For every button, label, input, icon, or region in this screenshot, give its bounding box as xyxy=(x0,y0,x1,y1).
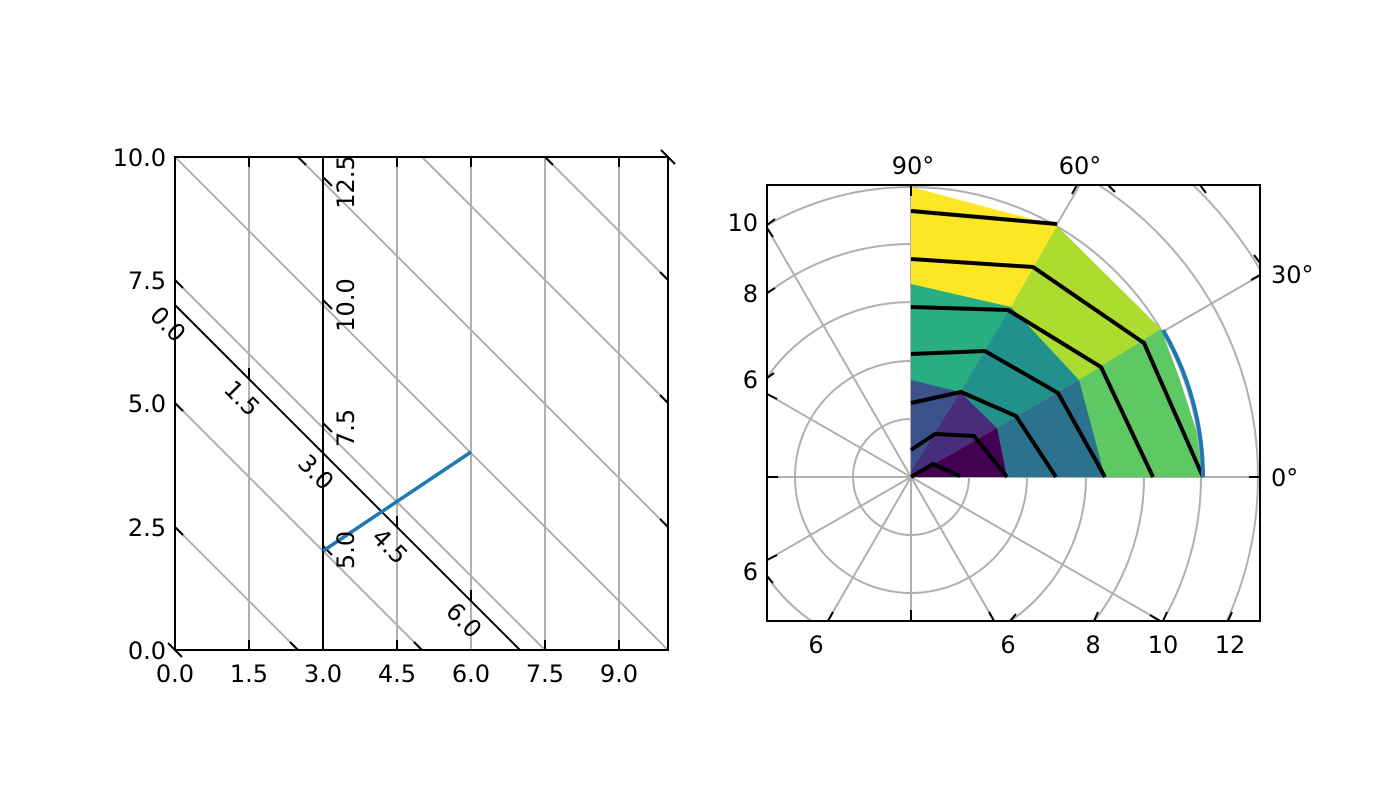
vline-label: 10.0 xyxy=(332,278,360,331)
theta-label: 30° xyxy=(1271,261,1314,289)
filled-contours-top xyxy=(911,187,1203,477)
left-frame-ticks xyxy=(167,149,676,658)
theta-labels: 90° 60° 30° 0° xyxy=(892,152,1314,492)
vline-label: 7.5 xyxy=(332,409,360,447)
vline-label: 5.0 xyxy=(332,531,360,569)
x-tick-label: 4.5 xyxy=(378,660,416,688)
x-tick-label: 0.0 xyxy=(156,660,194,688)
r-label: 6 xyxy=(808,631,823,659)
x-tick-label: 6.0 xyxy=(452,660,490,688)
left-grid xyxy=(175,157,668,650)
left-y-tick-labels: 0.0 2.5 5.0 7.5 10.0 xyxy=(113,144,166,665)
vertical-axis-ticks xyxy=(322,176,333,556)
r-label: 12 xyxy=(1215,631,1246,659)
radial-labels-left: 10 8 6 6 xyxy=(727,209,758,586)
r-label: 10 xyxy=(1148,631,1179,659)
y-tick-label: 0.0 xyxy=(128,637,166,665)
y-tick-label: 5.0 xyxy=(128,390,166,418)
data-line xyxy=(322,450,472,553)
polar-axes: 90° 60° 30° 0° 10 8 6 6 6 6 8 10 12 xyxy=(727,152,1314,659)
diag-label: 4.5 xyxy=(366,523,413,570)
x-tick-label: 7.5 xyxy=(526,660,564,688)
theta-label: 90° xyxy=(892,152,935,180)
r-label: 8 xyxy=(1085,631,1100,659)
r-label: 6 xyxy=(743,558,758,586)
polar-grid xyxy=(767,185,1260,621)
vertical-axis-labels: 12.5 10.0 7.5 5.0 xyxy=(332,155,360,569)
diag-label: 6.0 xyxy=(440,597,487,644)
diag-label: 1.5 xyxy=(218,375,265,422)
diag-label: 3.0 xyxy=(292,449,339,496)
polar-axes-frame xyxy=(766,184,1261,622)
x-tick-label: 1.5 xyxy=(230,660,268,688)
contour-lines xyxy=(909,209,1205,479)
data-arc xyxy=(1161,328,1205,478)
r-label: 6 xyxy=(1000,631,1015,659)
theta-label: 0° xyxy=(1271,464,1298,492)
r-label: 6 xyxy=(743,366,758,394)
left-axes: 0.0 1.5 3.0 4.5 6.0 7.5 9.0 0.0 2.5 5.0 … xyxy=(113,144,676,688)
theta-label: 60° xyxy=(1059,152,1102,180)
vline-label: 12.5 xyxy=(332,155,360,208)
y-tick-label: 7.5 xyxy=(128,267,166,295)
diagonal-axis-ticks xyxy=(248,368,472,601)
x-tick-label: 3.0 xyxy=(304,660,342,688)
diagonal-axis-labels: 0.0 1.5 3.0 4.5 6.0 xyxy=(144,301,487,644)
diag-label: 0.0 xyxy=(144,301,191,348)
radial-labels-bottom: 6 6 8 10 12 xyxy=(808,631,1245,659)
polar-frame-ticks xyxy=(766,184,1261,622)
y-tick-label: 2.5 xyxy=(128,514,166,542)
diagonal-axis-line xyxy=(174,304,521,651)
left-x-tick-labels: 0.0 1.5 3.0 4.5 6.0 7.5 9.0 xyxy=(156,660,638,688)
y-tick-label: 10.0 xyxy=(113,144,166,172)
x-tick-label: 9.0 xyxy=(600,660,638,688)
r-label: 10 xyxy=(727,209,758,237)
r-label: 8 xyxy=(743,280,758,308)
